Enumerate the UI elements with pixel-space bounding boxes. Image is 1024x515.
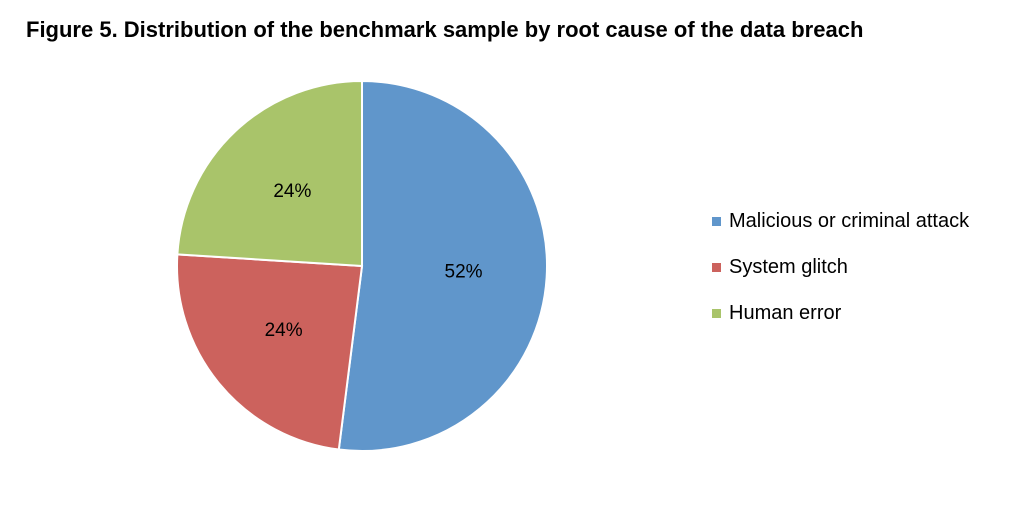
slice-label-human-error: 24% [273,181,311,202]
slice-label-system-glitch: 24% [265,320,303,341]
legend-label-human-error: Human error [729,301,842,324]
pie-slice-human-error [176,79,363,268]
legend-item-system-glitch: System glitch [712,256,969,278]
pie-slice-malicious-attack [337,79,549,452]
slice-label-malicious-attack: 52% [445,261,483,282]
pie-slice-system-glitch [176,253,364,451]
legend-swatch-human-error [712,308,721,318]
legend-swatch-system-glitch [712,262,721,272]
legend-swatch-malicious-attack [712,216,721,226]
legend: Malicious or criminal attack System glit… [712,210,969,348]
legend-label-system-glitch: System glitch [729,255,848,278]
chart-title: Figure 5. Distribution of the benchmark … [26,17,864,42]
legend-item-human-error: Human error [712,302,969,324]
legend-label-malicious-attack: Malicious or criminal attack [729,209,970,232]
legend-item-malicious-attack: Malicious or criminal attack [712,210,969,232]
